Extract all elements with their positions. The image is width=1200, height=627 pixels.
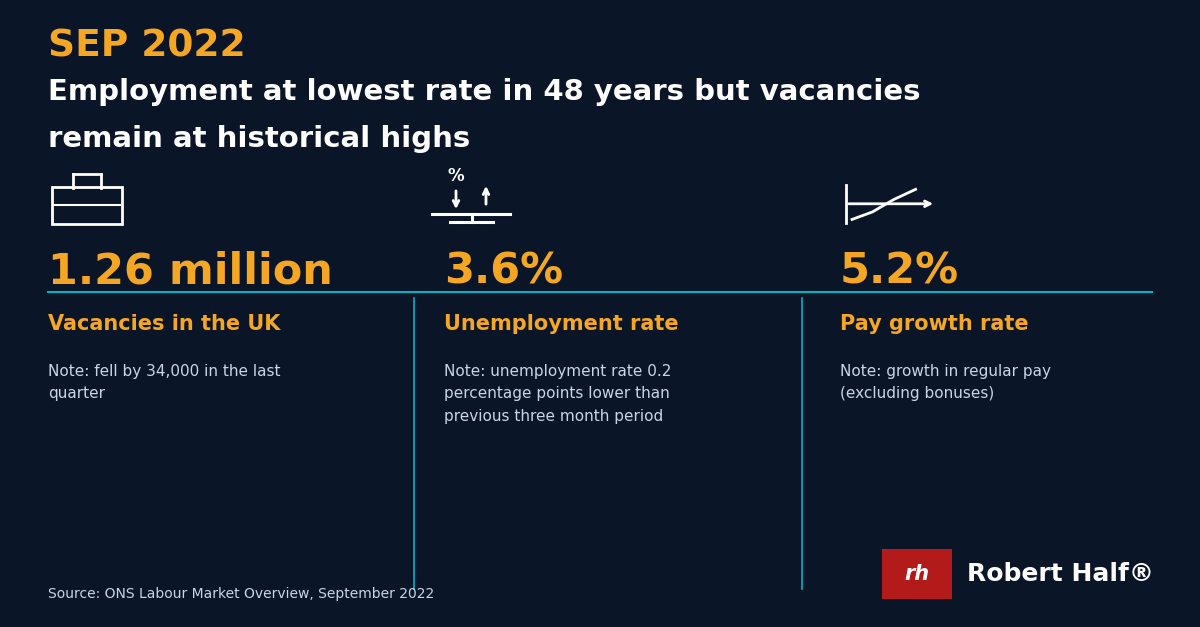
Text: Unemployment rate: Unemployment rate bbox=[444, 314, 679, 334]
Text: Source: ONS Labour Market Overview, September 2022: Source: ONS Labour Market Overview, Sept… bbox=[48, 587, 434, 601]
Text: 1.26 million: 1.26 million bbox=[48, 251, 332, 293]
Text: Employment at lowest rate in 48 years but vacancies: Employment at lowest rate in 48 years bu… bbox=[48, 78, 920, 107]
Bar bbox=[882, 549, 952, 599]
Text: Note: growth in regular pay
(excluding bonuses): Note: growth in regular pay (excluding b… bbox=[840, 364, 1051, 401]
Text: 3.6%: 3.6% bbox=[444, 251, 563, 293]
Text: %: % bbox=[448, 167, 464, 185]
Text: Vacancies in the UK: Vacancies in the UK bbox=[48, 314, 281, 334]
Text: 5.2%: 5.2% bbox=[840, 251, 959, 293]
Text: rh: rh bbox=[905, 564, 929, 584]
Text: SEP 2022: SEP 2022 bbox=[48, 28, 246, 64]
Text: Note: unemployment rate 0.2
percentage points lower than
previous three month pe: Note: unemployment rate 0.2 percentage p… bbox=[444, 364, 671, 424]
Text: remain at historical highs: remain at historical highs bbox=[48, 125, 470, 154]
Text: Robert Half®: Robert Half® bbox=[967, 562, 1154, 586]
Text: Pay growth rate: Pay growth rate bbox=[840, 314, 1028, 334]
Text: Note: fell by 34,000 in the last
quarter: Note: fell by 34,000 in the last quarter bbox=[48, 364, 281, 401]
